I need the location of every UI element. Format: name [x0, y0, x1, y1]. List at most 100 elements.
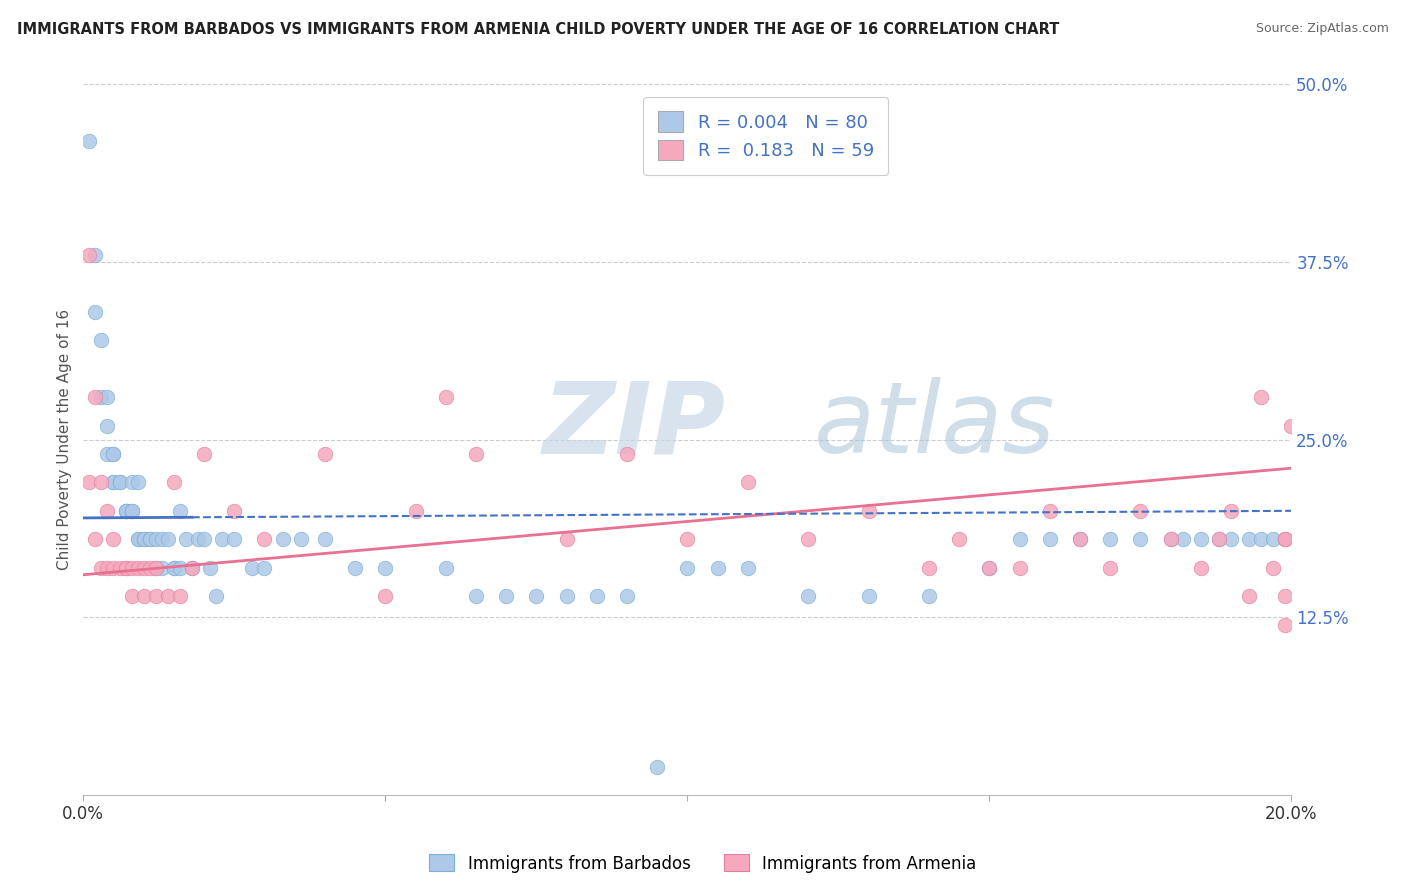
Point	[96, 447, 118, 461]
Point	[858, 504, 880, 518]
Point	[84, 248, 107, 262]
Point	[103, 447, 125, 461]
Point	[103, 475, 125, 490]
Point	[1008, 560, 1031, 574]
Point	[187, 533, 209, 547]
Point	[96, 390, 118, 404]
Point	[1274, 533, 1296, 547]
Point	[114, 504, 136, 518]
Point	[434, 560, 457, 574]
Point	[114, 504, 136, 518]
Point	[145, 533, 167, 547]
Point	[405, 504, 427, 518]
Point	[132, 589, 155, 603]
Legend: Immigrants from Barbados, Immigrants from Armenia: Immigrants from Barbados, Immigrants fro…	[423, 847, 983, 880]
Point	[253, 560, 276, 574]
Text: IMMIGRANTS FROM BARBADOS VS IMMIGRANTS FROM ARMENIA CHILD POVERTY UNDER THE AGE : IMMIGRANTS FROM BARBADOS VS IMMIGRANTS F…	[17, 22, 1059, 37]
Point	[132, 560, 155, 574]
Point	[84, 533, 107, 547]
Point	[374, 560, 396, 574]
Point	[181, 560, 204, 574]
Point	[1160, 533, 1182, 547]
Point	[90, 390, 112, 404]
Point	[253, 533, 276, 547]
Point	[138, 560, 160, 574]
Point	[211, 533, 233, 547]
Point	[374, 589, 396, 603]
Point	[1129, 533, 1152, 547]
Point	[224, 533, 246, 547]
Point	[145, 560, 167, 574]
Point	[1129, 504, 1152, 518]
Point	[169, 589, 191, 603]
Point	[737, 560, 759, 574]
Point	[121, 475, 143, 490]
Point	[198, 560, 221, 574]
Point	[645, 759, 668, 773]
Point	[1039, 504, 1062, 518]
Point	[96, 560, 118, 574]
Point	[163, 560, 186, 574]
Point	[1274, 617, 1296, 632]
Point	[524, 589, 547, 603]
Y-axis label: Child Poverty Under the Age of 16: Child Poverty Under the Age of 16	[58, 310, 72, 570]
Point	[163, 560, 186, 574]
Point	[948, 533, 970, 547]
Point	[138, 533, 160, 547]
Point	[616, 589, 638, 603]
Point	[121, 504, 143, 518]
Point	[1250, 533, 1272, 547]
Point	[1250, 390, 1272, 404]
Point	[616, 447, 638, 461]
Point	[90, 333, 112, 347]
Point	[1237, 589, 1260, 603]
Point	[96, 504, 118, 518]
Point	[84, 305, 107, 319]
Point	[84, 390, 107, 404]
Point	[79, 475, 101, 490]
Point	[103, 533, 125, 547]
Point	[127, 560, 149, 574]
Point	[205, 589, 228, 603]
Point	[1279, 418, 1302, 433]
Point	[114, 560, 136, 574]
Point	[1160, 533, 1182, 547]
Point	[858, 589, 880, 603]
Point	[1039, 533, 1062, 547]
Point	[1274, 589, 1296, 603]
Point	[585, 589, 607, 603]
Point	[132, 533, 155, 547]
Point	[96, 418, 118, 433]
Text: Source: ZipAtlas.com: Source: ZipAtlas.com	[1256, 22, 1389, 36]
Point	[169, 504, 191, 518]
Point	[1069, 533, 1091, 547]
Point	[464, 447, 486, 461]
Point	[1099, 533, 1122, 547]
Point	[1189, 560, 1212, 574]
Legend: R = 0.004   N = 80, R =  0.183   N = 59: R = 0.004 N = 80, R = 0.183 N = 59	[644, 97, 889, 175]
Point	[103, 447, 125, 461]
Text: ZIP: ZIP	[543, 377, 725, 474]
Point	[79, 248, 101, 262]
Point	[145, 560, 167, 574]
Point	[1219, 504, 1241, 518]
Point	[434, 390, 457, 404]
Point	[555, 533, 578, 547]
Point	[1263, 533, 1285, 547]
Point	[979, 560, 1001, 574]
Point	[145, 589, 167, 603]
Point	[1208, 533, 1230, 547]
Text: atlas: atlas	[814, 377, 1056, 474]
Point	[121, 560, 143, 574]
Point	[174, 533, 197, 547]
Point	[114, 504, 136, 518]
Point	[108, 475, 131, 490]
Point	[132, 533, 155, 547]
Point	[1274, 533, 1296, 547]
Point	[90, 475, 112, 490]
Point	[224, 504, 246, 518]
Point	[193, 447, 215, 461]
Point	[127, 533, 149, 547]
Point	[676, 560, 699, 574]
Point	[1237, 533, 1260, 547]
